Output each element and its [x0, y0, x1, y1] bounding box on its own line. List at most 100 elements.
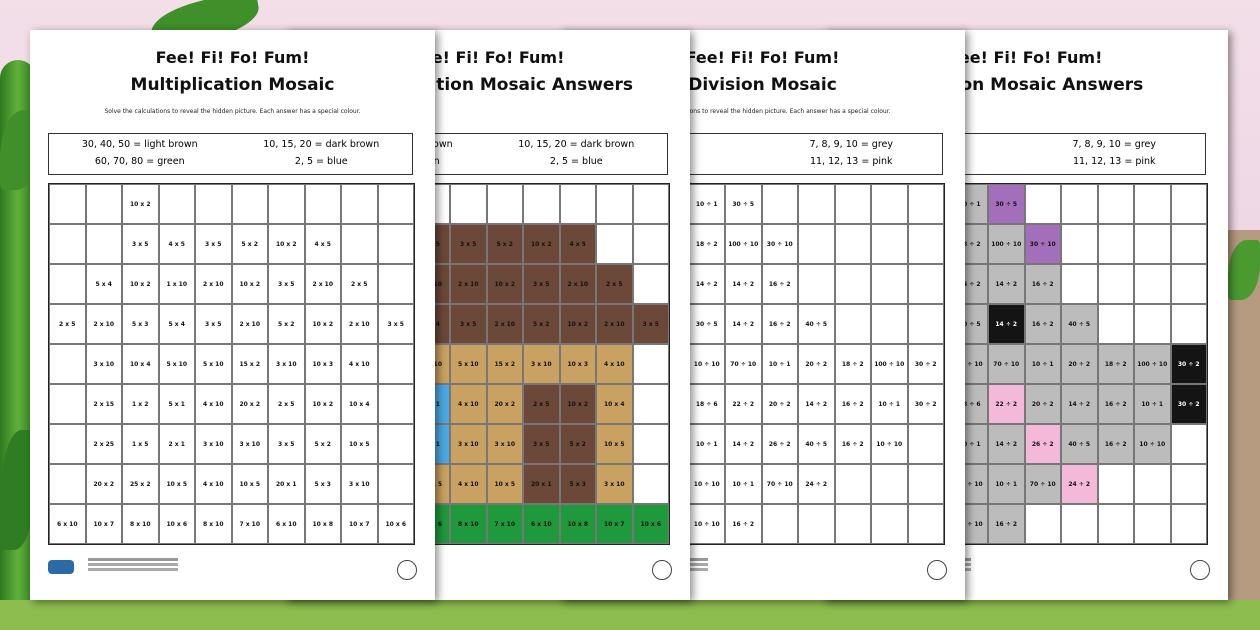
mosaic-cell: 10 x 7 — [341, 504, 378, 544]
mosaic-cell: 3 x 10 — [341, 464, 378, 504]
mosaic-cell — [377, 464, 414, 504]
mosaic-cell: 22 ÷ 2 — [988, 384, 1025, 424]
mosaic-cell: 10 x 8 — [559, 504, 596, 544]
mosaic-cell — [341, 224, 378, 264]
mosaic-cell: 14 ÷ 2 — [725, 424, 762, 464]
mosaic-cell — [1134, 304, 1171, 344]
mosaic-cell: 4 x 10 — [195, 384, 232, 424]
footer-text — [88, 558, 178, 561]
mosaic-cell: 40 ÷ 5 — [1061, 424, 1098, 464]
mosaic-cell: 6 x 10 — [49, 504, 86, 544]
mosaic-cell: 20 x 1 — [523, 464, 560, 504]
mosaic-cell: 3 x 5 — [195, 304, 232, 344]
mosaic-cell: 10 ÷ 10 — [1134, 424, 1171, 464]
mosaic-cell — [907, 264, 944, 304]
mosaic-cell — [632, 384, 669, 424]
mosaic-cell: 10 ÷ 1 — [761, 344, 798, 384]
mosaic-cell: 18 ÷ 6 — [688, 384, 725, 424]
instructions: Solve the calculations to reveal the hid… — [634, 108, 891, 115]
mosaic-cell: 18 ÷ 2 — [1097, 344, 1134, 384]
mosaic-cell: 10 x 2 — [268, 224, 305, 264]
worksheet-subtitle: Division Mosaic Answers — [907, 75, 1144, 95]
mosaic-cell: 10 x 8 — [304, 504, 341, 544]
mosaic-cell: 10 x 4 — [122, 344, 159, 384]
mosaic-cell: 14 ÷ 2 — [988, 304, 1025, 344]
mosaic-cell: 16 ÷ 2 — [1024, 264, 1061, 304]
mosaic-cell: 10 x 2 — [122, 264, 159, 304]
mosaic-cell — [834, 264, 871, 304]
mosaic-cell: 10 x 5 — [596, 424, 633, 464]
mosaic-cell: 26 ÷ 2 — [761, 424, 798, 464]
mosaic-cell — [1134, 464, 1171, 504]
curriculum-badge-icon — [397, 560, 417, 580]
mosaic-cell: 3 x 10 — [523, 344, 560, 384]
mosaic-cell: 10 ÷ 1 — [688, 424, 725, 464]
mosaic-cell — [377, 384, 414, 424]
mosaic-cell: 1 x 2 — [122, 384, 159, 424]
mosaic-cell: 16 ÷ 2 — [761, 304, 798, 344]
mosaic-cell: 20 x 2 — [486, 384, 523, 424]
mosaic-cell: 2 x 10 — [341, 304, 378, 344]
mosaic-cell: 2 x 5 — [341, 264, 378, 304]
mosaic-cell — [49, 184, 86, 224]
mosaic-cell: 2 x 10 — [304, 264, 341, 304]
mosaic-cell: 14 ÷ 2 — [988, 264, 1025, 304]
mosaic-cell — [268, 184, 305, 224]
mosaic-cell: 24 ÷ 2 — [798, 464, 835, 504]
worksheet-title: Fee! Fi! Fo! Fum! — [155, 48, 310, 67]
mosaic-cell: 30 ÷ 2 — [1170, 344, 1207, 384]
mosaic-cell: 10 ÷ 1 — [725, 464, 762, 504]
mosaic-cell — [871, 264, 908, 304]
mosaic-cell — [1170, 184, 1207, 224]
mosaic-cell: 2 x 10 — [231, 304, 268, 344]
mosaic-cell: 10 x 6 — [632, 504, 669, 544]
key-entry: 11, 12, 13 = pink — [809, 156, 893, 167]
mosaic-cell: 5 x 3 — [304, 464, 341, 504]
mosaic-cell: 16 ÷ 2 — [834, 424, 871, 464]
mosaic-cell — [377, 344, 414, 384]
mosaic-cell — [834, 304, 871, 344]
mosaic-cell: 3 x 5 — [268, 424, 305, 464]
mosaic-cell — [596, 184, 633, 224]
mosaic-cell: 4 x 10 — [596, 344, 633, 384]
worksheet-title: Fee! Fi! Fo! Fum! — [685, 48, 840, 67]
mosaic-cell: 10 x 3 — [304, 344, 341, 384]
mosaic-cell — [49, 224, 86, 264]
mosaic-cell: 4 x 10 — [450, 384, 487, 424]
mosaic-cell: 10 x 2 — [231, 264, 268, 304]
mosaic-cell — [632, 344, 669, 384]
mosaic-cell: 2 x 25 — [85, 424, 122, 464]
mosaic-cell: 22 ÷ 2 — [725, 384, 762, 424]
mosaic-cell — [49, 384, 86, 424]
mosaic-cell: 10 x 2 — [559, 304, 596, 344]
curriculum-badge-icon — [1190, 560, 1210, 580]
curriculum-badge-icon — [652, 560, 672, 580]
mosaic-cell: 10 x 5 — [486, 464, 523, 504]
mosaic-cell — [1097, 504, 1134, 544]
mosaic-cell: 70 ÷ 10 — [1024, 464, 1061, 504]
mosaic-cell — [341, 184, 378, 224]
mosaic-cell — [1097, 264, 1134, 304]
mosaic-cell: 20 ÷ 2 — [1024, 384, 1061, 424]
mosaic-cell — [231, 184, 268, 224]
mosaic-cell: 5 x 10 — [195, 344, 232, 384]
mosaic-cell: 10 x 5 — [158, 464, 195, 504]
mosaic-cell — [834, 464, 871, 504]
mosaic-cell — [1097, 464, 1134, 504]
worksheet-subtitle: Division Mosaic — [688, 75, 837, 95]
mosaic-cell: 2 x 10 — [596, 304, 633, 344]
mosaic-cell: 2 x 5 — [268, 384, 305, 424]
mosaic-cell: 2 x 10 — [559, 264, 596, 304]
mosaic-cell: 30 ÷ 2 — [907, 344, 944, 384]
mosaic-cell: 2 x 10 — [486, 304, 523, 344]
mosaic-cell: 24 ÷ 2 — [1061, 464, 1098, 504]
mosaic-cell — [559, 184, 596, 224]
mosaic-cell — [450, 184, 487, 224]
mosaic-cell: 14 ÷ 2 — [988, 424, 1025, 464]
mosaic-cell: 10 x 2 — [304, 304, 341, 344]
mosaic-cell: 40 ÷ 5 — [798, 304, 835, 344]
mosaic-cell — [632, 264, 669, 304]
mosaic-cell: 100 ÷ 10 — [871, 344, 908, 384]
mosaic-cell: 30 ÷ 5 — [688, 304, 725, 344]
